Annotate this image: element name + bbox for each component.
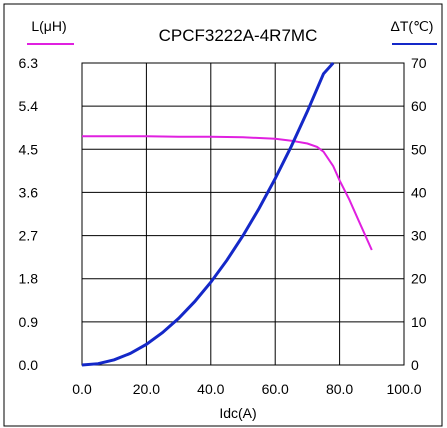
left-tick-label: 0.0 — [19, 357, 39, 373]
left-tick-label: 6.3 — [19, 55, 39, 71]
left-axis-label: L(μH) — [31, 18, 66, 34]
right-tick-label: 70 — [411, 55, 427, 71]
right-tick-label: 10 — [411, 314, 427, 330]
right-tick-labels: 0 10 20 30 40 50 60 70 — [411, 55, 427, 373]
left-tick-label: 2.7 — [19, 228, 39, 244]
x-tick-labels: 0.0 20.0 40.0 60.0 80.0 100.0 — [72, 381, 421, 397]
x-tick-label: 40.0 — [197, 381, 224, 397]
left-tick-label: 4.5 — [19, 141, 39, 157]
left-tick-label: 1.8 — [19, 271, 39, 287]
right-tick-label: 20 — [411, 271, 427, 287]
x-tick-label: 20.0 — [133, 381, 160, 397]
right-tick-label: 0 — [411, 357, 419, 373]
left-tick-labels: 0.0 0.9 1.8 2.7 3.6 4.5 5.4 6.3 — [19, 55, 39, 373]
x-tick-label: 0.0 — [72, 381, 92, 397]
right-tick-label: 60 — [411, 98, 427, 114]
plot-area-border — [81, 62, 405, 366]
x-tick-label: 60.0 — [262, 381, 289, 397]
left-tick-label: 3.6 — [19, 184, 39, 200]
right-tick-label: 30 — [411, 228, 427, 244]
x-tick-label: 80.0 — [326, 381, 353, 397]
left-tick-label: 5.4 — [19, 98, 39, 114]
right-axis-label: ΔT(℃) — [391, 18, 434, 34]
series-line-inductance — [82, 135, 373, 251]
left-tick-label: 0.9 — [19, 314, 39, 330]
x-tick-label: 100.0 — [386, 381, 421, 397]
chart-title: CPCF3222A-4R7MC — [159, 26, 318, 45]
right-tick-label: 40 — [411, 184, 427, 200]
series-line-temperature — [81, 61, 335, 367]
x-axis-label: Idc(A) — [219, 405, 256, 421]
right-tick-label: 50 — [411, 141, 427, 157]
chart-outer-frame — [3, 3, 443, 427]
